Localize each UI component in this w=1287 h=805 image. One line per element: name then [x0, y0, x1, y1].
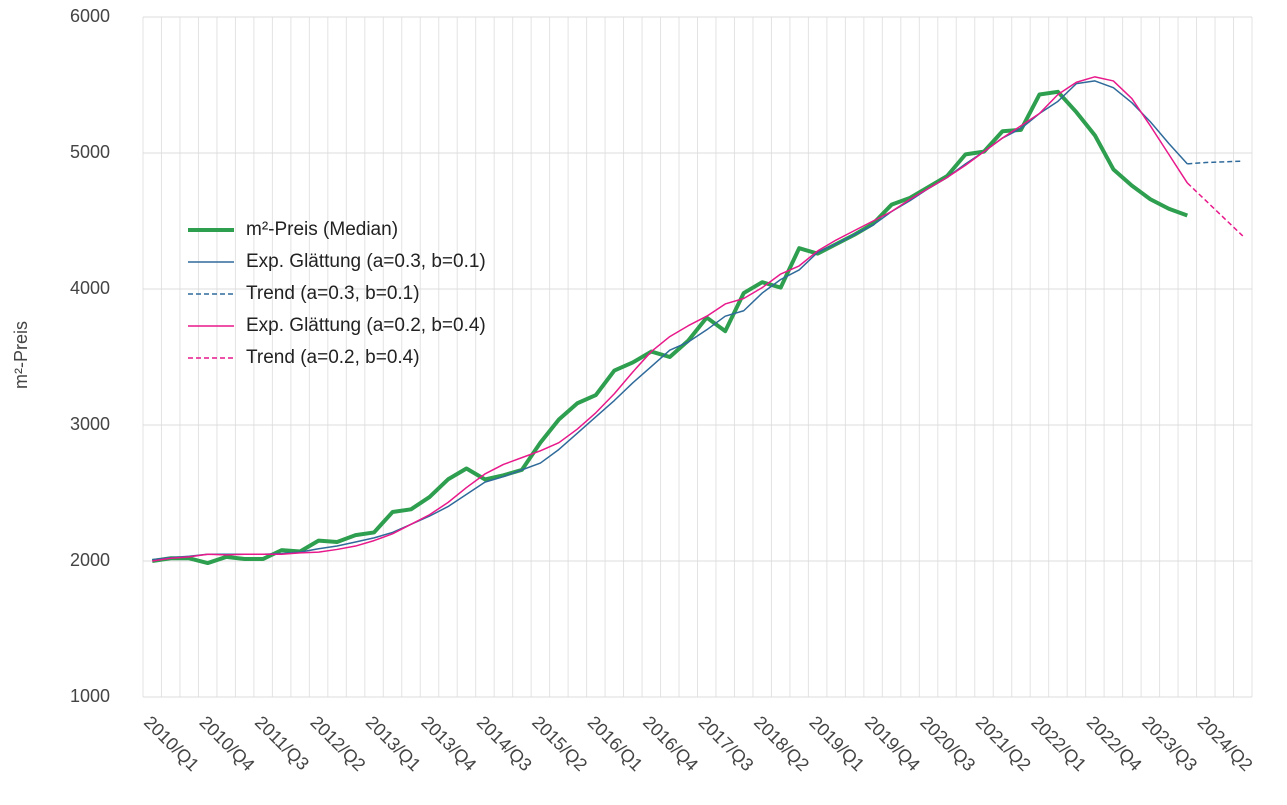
- x-tick-label: 2016/Q1: [584, 712, 647, 775]
- x-tick-label: 2019/Q4: [861, 712, 924, 775]
- x-tick-label: 2022/Q4: [1083, 712, 1146, 775]
- y-tick-label: 6000: [70, 6, 110, 26]
- y-tick-label: 1000: [70, 686, 110, 706]
- x-tick-label: 2013/Q4: [417, 712, 480, 775]
- x-tick-label: 2018/Q2: [750, 712, 813, 775]
- y-tick-label: 3000: [70, 414, 110, 434]
- x-tick-label: 2020/Q3: [916, 712, 979, 775]
- series-line: [1187, 160, 1243, 165]
- legend-label: Exp. Glättung (a=0.2, b=0.4): [246, 315, 486, 336]
- x-tick-label: 2024/Q2: [1194, 712, 1257, 775]
- x-tick-label: 2015/Q2: [528, 712, 591, 775]
- x-tick-label: 2011/Q3: [251, 712, 313, 774]
- x-tick-label: 2016/Q4: [639, 712, 702, 775]
- x-tick-label: 2019/Q1: [805, 712, 868, 775]
- x-tick-label: 2014/Q3: [473, 712, 536, 775]
- y-axis-label: m²-Preis: [11, 321, 31, 389]
- x-tick-label: 2010/Q4: [196, 712, 259, 775]
- legend-label: m²-Preis (Median): [246, 219, 398, 240]
- x-tick-label: 2021/Q2: [972, 712, 1035, 775]
- x-tick-label: 2010/Q1: [140, 712, 203, 775]
- legend-label: Trend (a=0.2, b=0.4): [246, 347, 420, 368]
- x-tick-label: 2013/Q1: [362, 712, 425, 775]
- x-tick-label: 2022/Q1: [1027, 712, 1090, 775]
- x-tick-label: 2017/Q3: [695, 712, 758, 775]
- y-tick-label: 5000: [70, 142, 110, 162]
- series-line: [152, 76, 1188, 562]
- series-line: [152, 80, 1188, 561]
- y-tick-label: 2000: [70, 550, 110, 570]
- series-line: [1186, 182, 1244, 237]
- x-tick-label: 2023/Q3: [1138, 712, 1201, 775]
- legend-label: Exp. Glättung (a=0.3, b=0.1): [246, 251, 486, 272]
- y-tick-label: 4000: [70, 278, 110, 298]
- x-tick-label: 2012/Q2: [306, 712, 369, 775]
- legend-label: Trend (a=0.3, b=0.1): [246, 283, 420, 304]
